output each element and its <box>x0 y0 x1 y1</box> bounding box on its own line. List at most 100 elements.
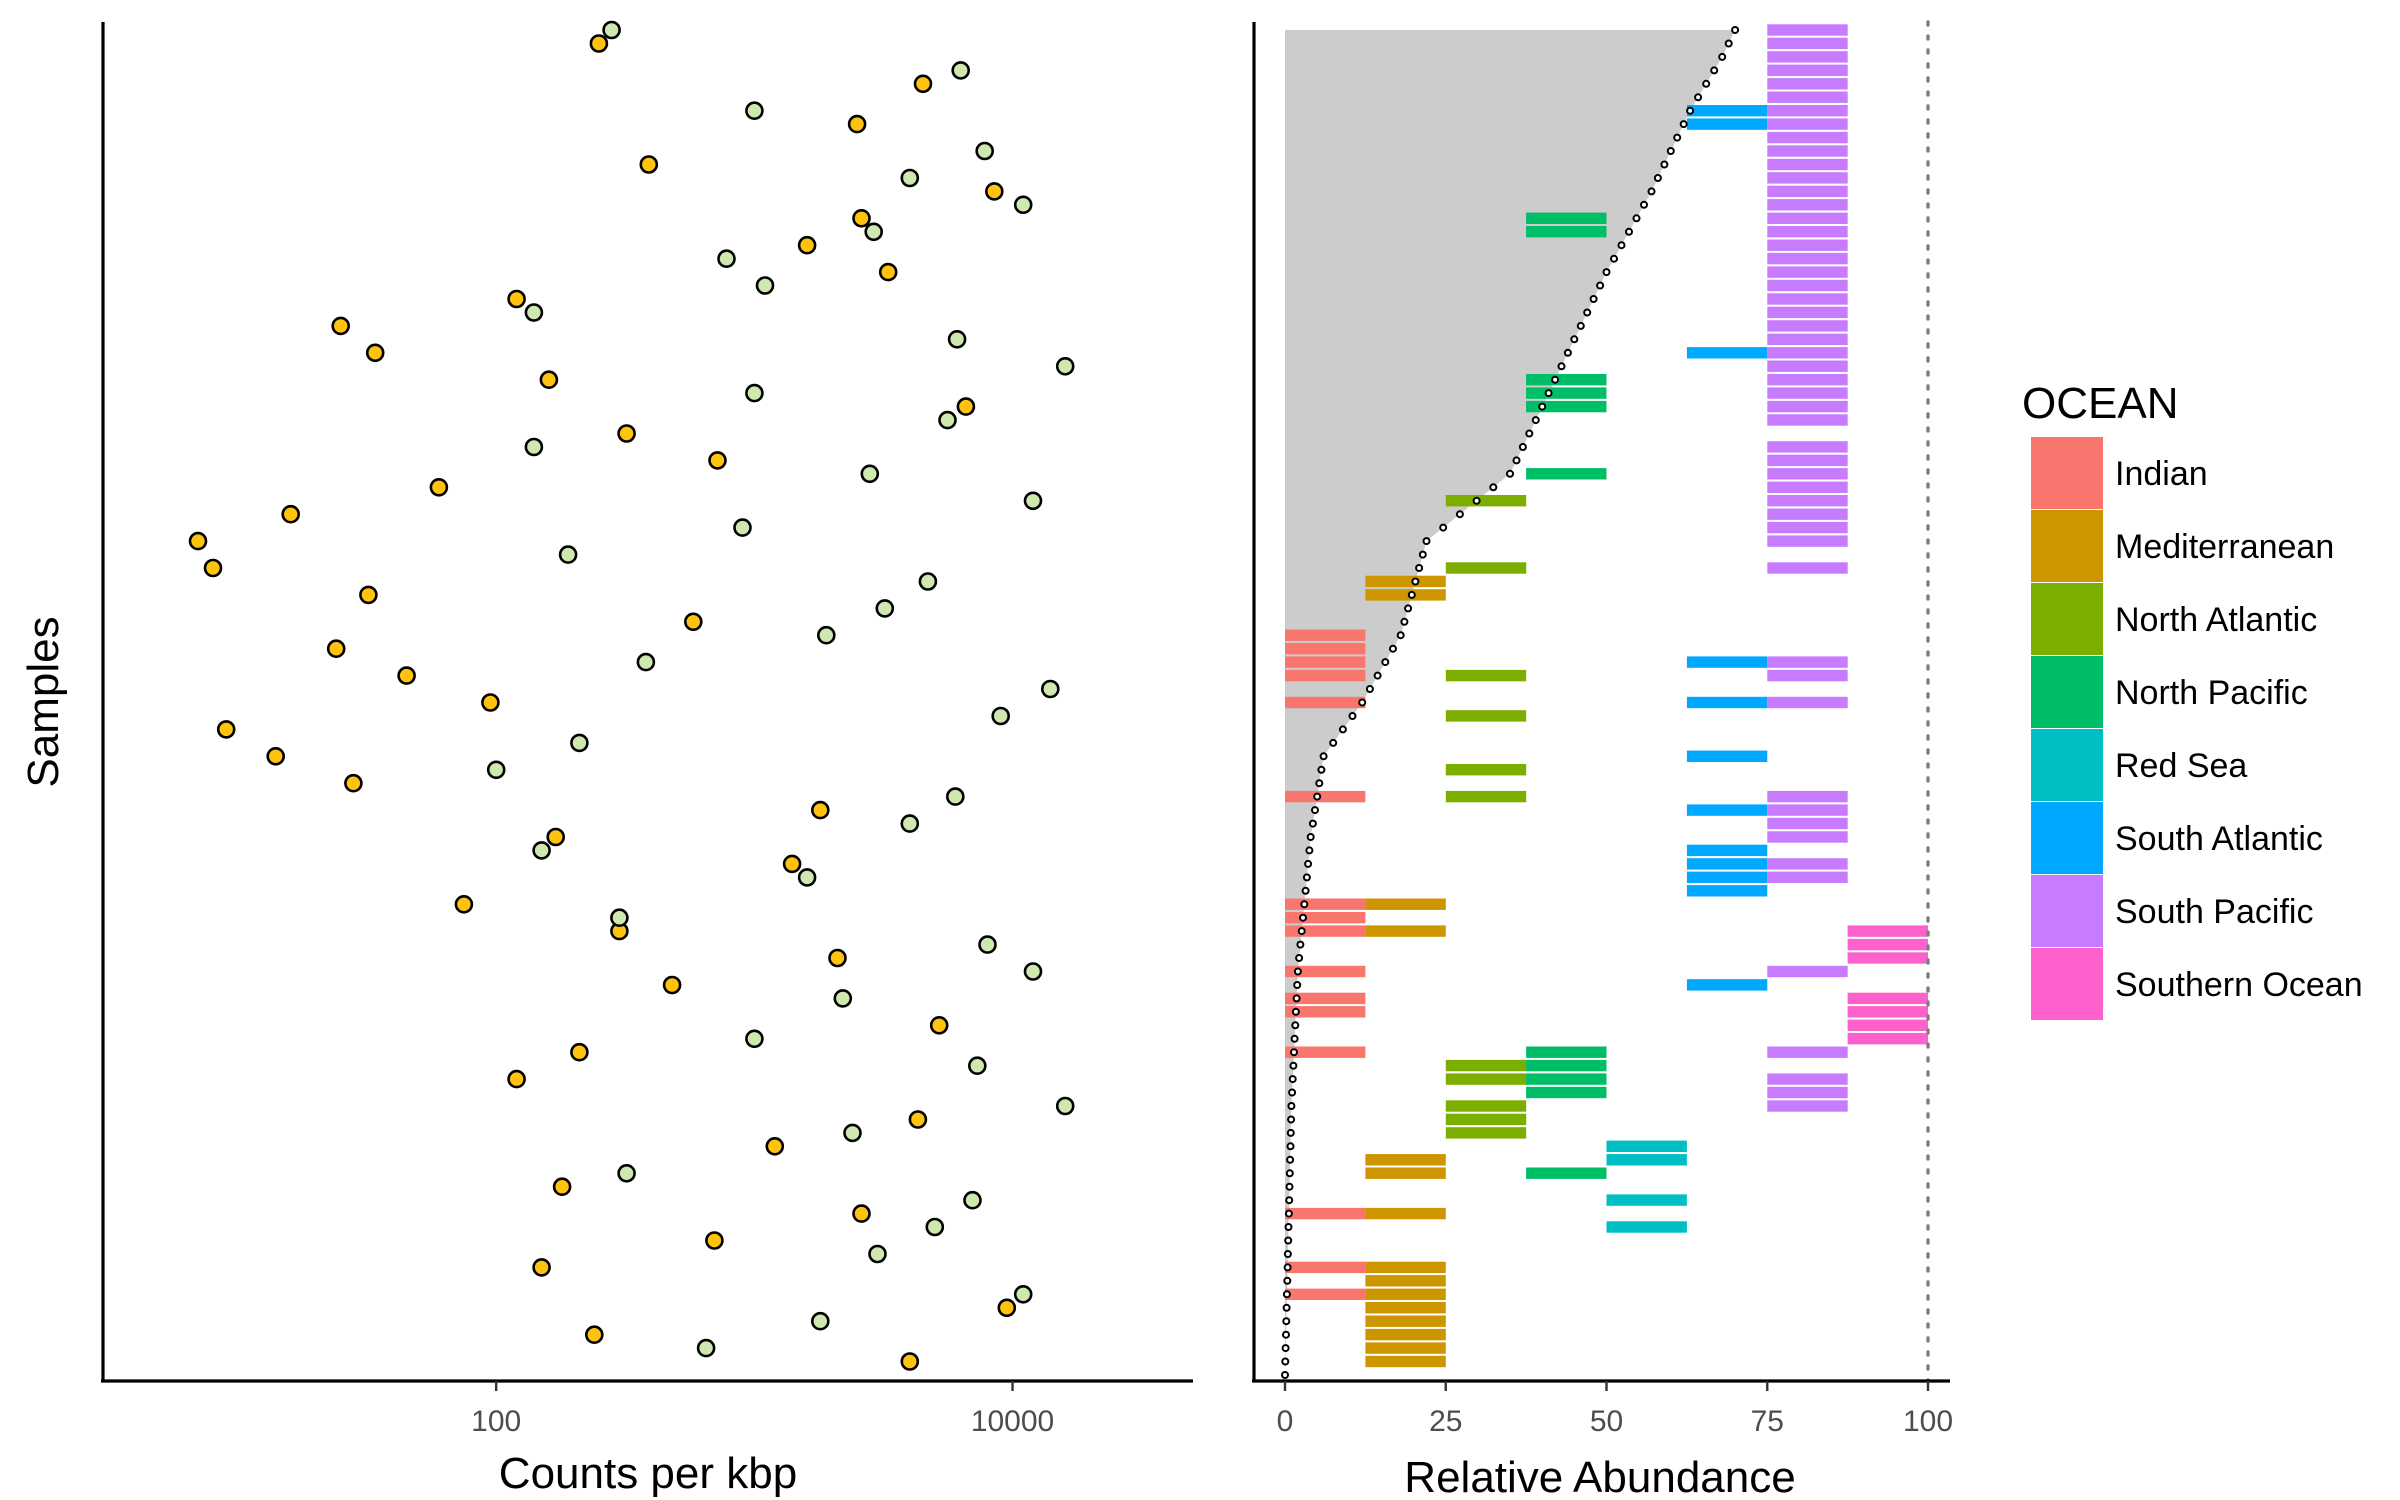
cumulative-point <box>1400 617 1409 626</box>
ocean-bar <box>1606 1221 1687 1233</box>
cumulative-point <box>1596 281 1605 290</box>
ocean-bar <box>1767 78 1848 90</box>
cumulative-point <box>1666 147 1675 155</box>
sample-point <box>745 383 764 403</box>
ocean-bar <box>1445 764 1527 776</box>
sample-point <box>705 1231 724 1250</box>
sample-point <box>552 1177 572 1196</box>
ocean-bar <box>1445 1127 1527 1139</box>
ocean-bars <box>1285 24 1928 1368</box>
sample-point <box>816 625 836 645</box>
sample-point <box>662 975 682 995</box>
ocean-bar <box>1526 1073 1607 1085</box>
cumulative-point <box>1290 1048 1298 1057</box>
legend-swatch <box>2031 510 2103 582</box>
cumulative-point <box>1632 214 1641 223</box>
ocean-bar <box>1445 1113 1527 1126</box>
legend-items: Indian Mediterranean North Atlantic North P… <box>2031 437 2363 1020</box>
sample-point <box>1041 679 1060 699</box>
sample-point <box>782 854 802 874</box>
cumulative-point <box>1287 1102 1296 1110</box>
ocean-bar <box>1767 374 1848 386</box>
ocean-bar <box>1526 1167 1607 1179</box>
sample-point <box>602 20 621 40</box>
ocean-bar <box>1285 1288 1366 1300</box>
cumulative-point <box>1653 174 1662 182</box>
cumulative-point <box>1293 981 1302 989</box>
cumulative-point <box>1329 738 1338 747</box>
sample-point <box>847 114 867 134</box>
legend-swatch <box>2031 875 2103 947</box>
sample-point <box>938 410 957 430</box>
ocean-bar <box>1365 1315 1446 1327</box>
cumulative-curve-points <box>1281 26 1740 1379</box>
sample-point <box>975 141 995 161</box>
ocean-bar <box>1526 400 1607 413</box>
ocean-bar <box>1767 172 1848 184</box>
cumulative-point <box>1439 523 1448 532</box>
sample-point <box>717 249 736 269</box>
cumulative-point <box>1538 402 1547 411</box>
cumulative-point <box>1544 389 1553 398</box>
sample-point <box>991 706 1011 726</box>
legend-swatch <box>2031 948 2103 1020</box>
ocean-bar <box>1847 1033 1928 1045</box>
cumulative-point <box>1472 496 1481 505</box>
ocean-bar <box>1365 1288 1446 1300</box>
cumulative-area-fill <box>1285 30 1736 1375</box>
ocean-bar <box>1365 1261 1446 1274</box>
cumulative-point <box>1570 335 1579 344</box>
sample-point <box>524 437 544 457</box>
ocean-bar <box>1686 844 1768 857</box>
cumulative-point <box>1293 967 1302 976</box>
cumulative-point <box>1576 321 1585 330</box>
cumulative-point <box>1304 859 1313 868</box>
sample-point <box>326 639 346 659</box>
cumulative-point <box>1617 241 1626 250</box>
cumulative-point <box>1418 550 1427 559</box>
sample-point <box>558 545 578 564</box>
right-x-axis-title: Relative Abundance <box>1404 1453 1795 1500</box>
sample-point <box>967 1056 987 1075</box>
cumulative-point <box>1299 913 1307 922</box>
ocean-bar <box>1767 965 1848 978</box>
ocean-bar <box>1767 1100 1848 1112</box>
cumulative-point <box>1724 39 1733 48</box>
ocean-bar <box>1606 1194 1687 1206</box>
sample-point <box>797 235 817 255</box>
ocean-bar <box>1445 1073 1527 1085</box>
ocean-bar <box>1686 804 1768 816</box>
cumulative-point <box>1338 725 1347 734</box>
cumulative-point <box>1296 940 1305 949</box>
ocean-bar <box>1526 1046 1607 1058</box>
cumulative-point <box>1288 1088 1297 1097</box>
ocean-bar <box>1767 347 1848 359</box>
sample-point <box>745 1029 764 1049</box>
ocean-bar <box>1285 925 1366 937</box>
sample-point <box>913 74 933 94</box>
ocean-bar <box>1365 1342 1446 1354</box>
sample-point <box>1013 1285 1033 1304</box>
cumulative-point <box>1287 1115 1296 1124</box>
cumulative-point <box>1282 1303 1291 1312</box>
ocean-bar <box>1767 468 1848 480</box>
cumulative-point <box>1673 133 1682 142</box>
ocean-bar <box>1767 158 1848 171</box>
cumulative-point <box>1283 1276 1292 1285</box>
ocean-bar <box>1686 750 1768 762</box>
cumulative-point <box>1291 1021 1300 1030</box>
sample-point <box>266 746 286 766</box>
ocean-bar <box>1767 454 1848 467</box>
sample-point <box>1055 356 1075 376</box>
sample-point <box>507 1069 526 1089</box>
sample-point <box>860 464 880 484</box>
ocean-bar <box>1767 212 1848 224</box>
sample-point <box>636 652 656 672</box>
cumulative-area <box>1285 30 1736 1375</box>
cumulative-point <box>1694 93 1703 102</box>
ocean-bar <box>1767 817 1848 830</box>
cumulative-point <box>1411 577 1420 586</box>
cumulative-point <box>1283 1263 1292 1272</box>
ocean-bar <box>1285 1261 1366 1274</box>
ocean-bar <box>1526 1086 1607 1099</box>
